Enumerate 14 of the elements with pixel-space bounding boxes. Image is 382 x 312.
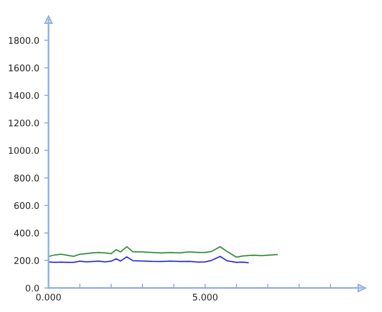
- line-series: [48, 256, 249, 264]
- y-tick-label: 400.0: [14, 230, 39, 236]
- y-tick-label: 1600.0: [8, 64, 39, 72]
- x-tick-label: 5.000: [192, 294, 218, 301]
- y-tick-label: 600.0: [14, 202, 39, 209]
- line-series: [48, 246, 278, 258]
- y-tick-label: 1800.0: [8, 37, 39, 44]
- y-tick-label: 800.0: [14, 174, 39, 182]
- y-tick-label: 1000.0: [8, 147, 39, 154]
- y-tick-label: 200.0: [14, 257, 39, 264]
- y-tick-label: 1200.0: [8, 120, 39, 126]
- x-tick-label: 0.000: [36, 294, 61, 301]
- y-tick-label: 1400.0: [8, 92, 39, 99]
- y-tick-label: 0.0: [26, 284, 39, 292]
